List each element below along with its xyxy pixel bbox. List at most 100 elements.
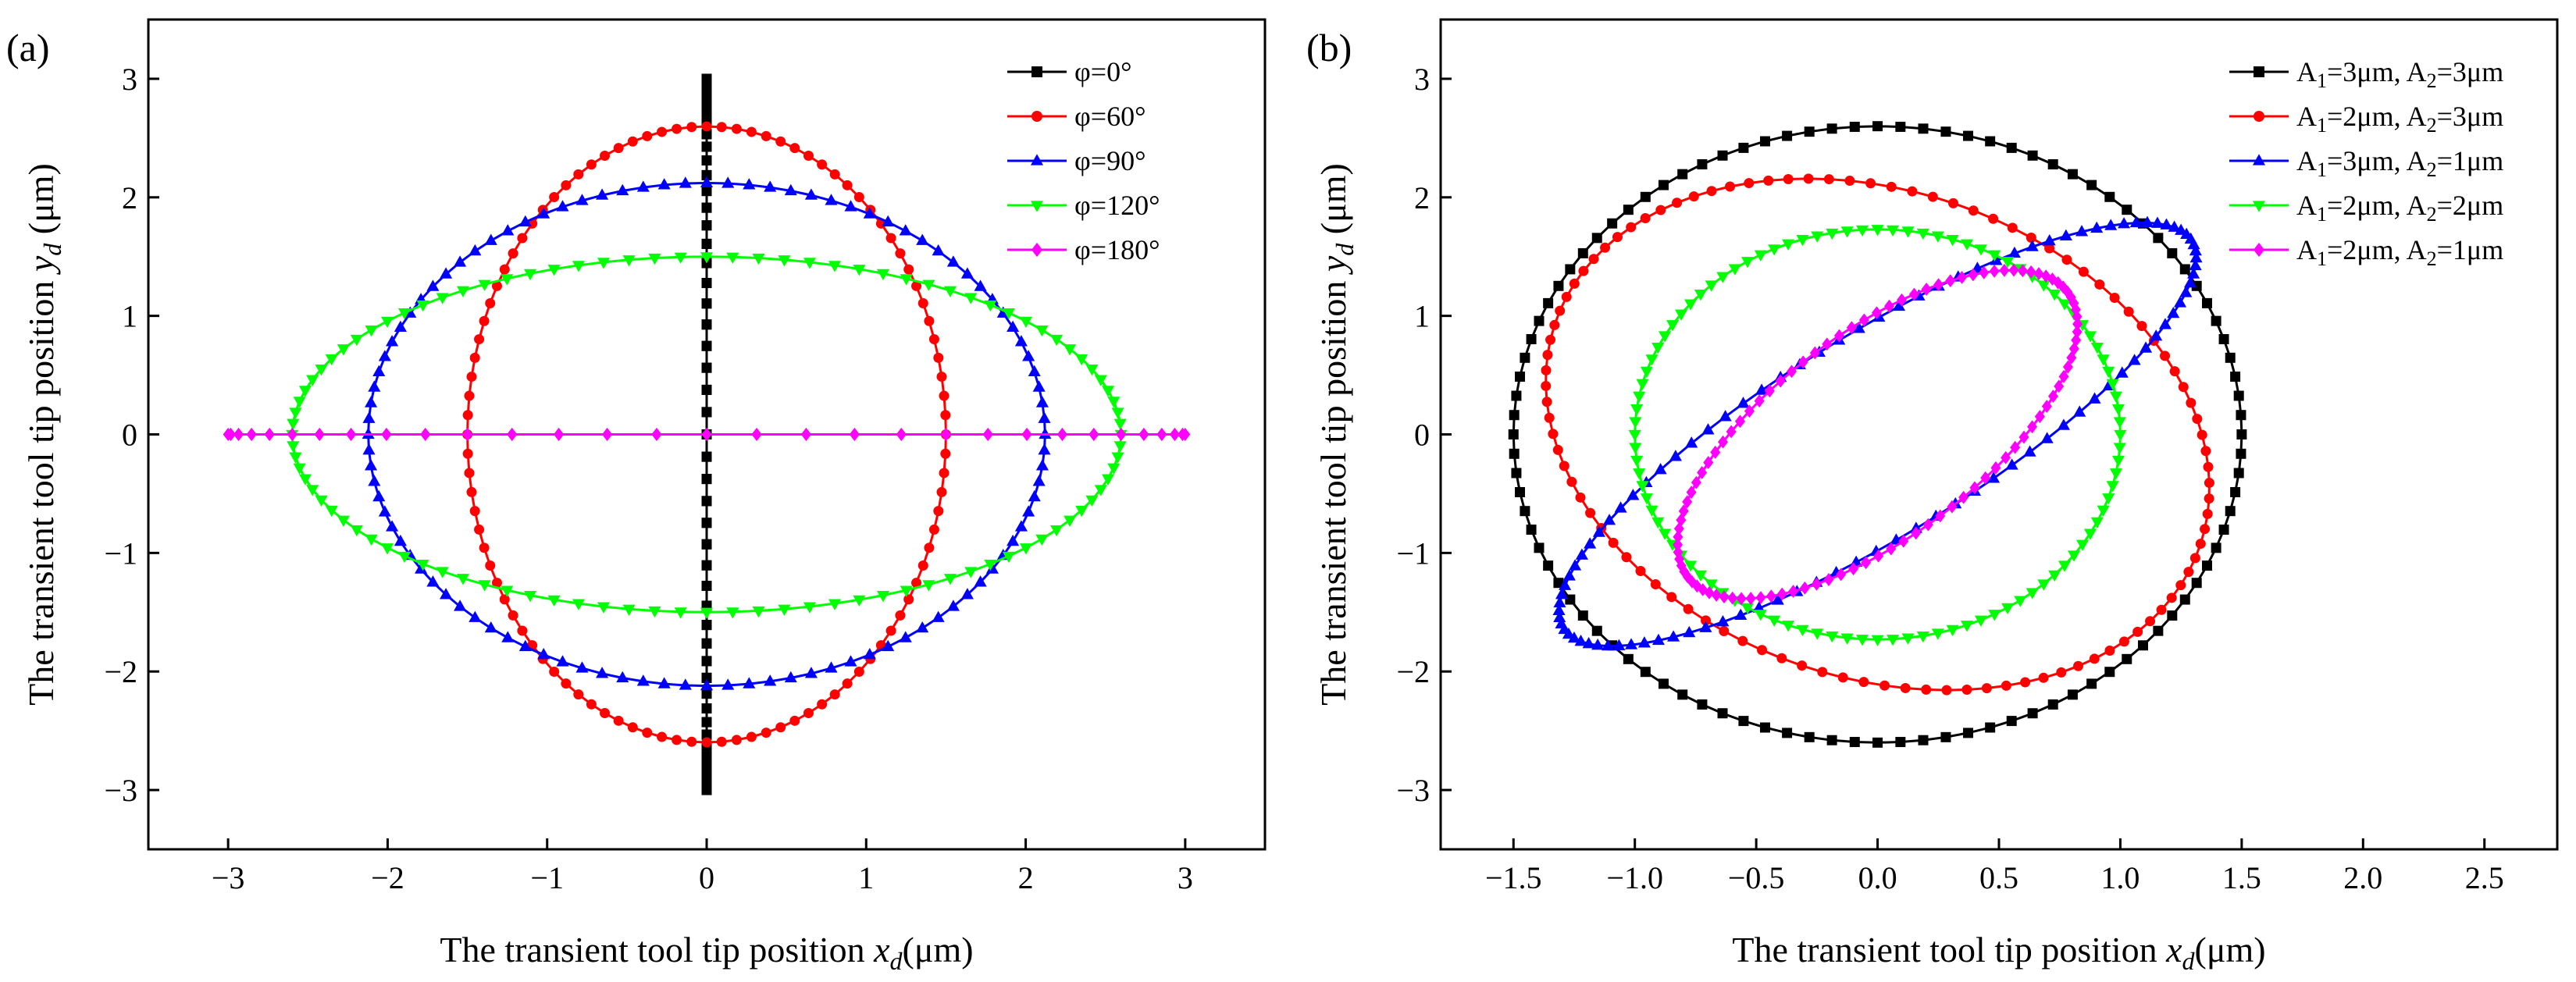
series-0-point bbox=[1963, 728, 1974, 738]
series-0-point bbox=[1640, 667, 1651, 678]
y-tick-label: 1 bbox=[1414, 299, 1430, 334]
series-1-point bbox=[1968, 205, 1979, 216]
series-3-point bbox=[2114, 429, 2127, 442]
series-1-point bbox=[2132, 626, 2143, 637]
series-1-point bbox=[885, 625, 896, 636]
series-3-point bbox=[1050, 334, 1064, 347]
series-2-point bbox=[2189, 251, 2203, 263]
series-3-point bbox=[365, 326, 378, 337]
series-4-point bbox=[2041, 400, 2052, 413]
series-1-point bbox=[746, 126, 757, 137]
series-1-point bbox=[803, 707, 814, 718]
series-3-point bbox=[648, 253, 661, 265]
series-1-point bbox=[1683, 603, 1694, 614]
x-tick-label: −1.0 bbox=[1606, 860, 1663, 895]
series-4-point bbox=[1848, 562, 1859, 576]
series-4-point bbox=[233, 428, 244, 441]
series-0-point bbox=[2218, 333, 2229, 344]
series-4-point bbox=[1990, 461, 2001, 475]
series-0-point bbox=[1565, 264, 1576, 275]
series-3-point bbox=[2048, 570, 2061, 582]
series-2-point bbox=[700, 678, 714, 691]
series-0-point bbox=[701, 74, 712, 85]
series-2-point bbox=[1734, 608, 1748, 621]
series-1-point bbox=[2197, 429, 2207, 440]
series-3-point bbox=[572, 599, 586, 610]
series-4-point bbox=[1836, 567, 1847, 582]
series-0-point bbox=[1553, 280, 1564, 291]
series-2-point bbox=[1737, 397, 1750, 408]
series-4-point bbox=[1691, 579, 1702, 593]
series-4-point bbox=[381, 428, 392, 441]
series-1-point bbox=[1545, 334, 1556, 345]
series-3-point bbox=[1855, 635, 1869, 646]
series-2-point bbox=[365, 396, 378, 407]
series-3-point bbox=[1871, 635, 1884, 646]
series-1-point bbox=[829, 169, 840, 180]
series-0-point bbox=[1985, 722, 1996, 733]
series-2-point bbox=[825, 661, 838, 673]
series-4-point bbox=[1822, 337, 1833, 351]
series-1-point bbox=[928, 524, 939, 535]
series-4-point bbox=[2027, 420, 2038, 434]
series-3-point bbox=[1633, 391, 1646, 404]
series-1-point bbox=[1650, 579, 1661, 590]
series-3-point bbox=[1019, 316, 1032, 329]
series-0-point bbox=[701, 638, 712, 649]
series-1-point bbox=[1719, 626, 1730, 637]
series-4-point bbox=[1682, 495, 1693, 509]
series-2-point bbox=[721, 678, 735, 690]
series-0-point bbox=[1658, 678, 1669, 689]
series-2-point bbox=[2040, 432, 2054, 443]
series-4-point bbox=[1935, 509, 1946, 523]
y-tick-label: 1 bbox=[122, 299, 137, 334]
series-0-point bbox=[2104, 667, 2115, 678]
series-1-point bbox=[586, 699, 597, 710]
x-tick-label: −3 bbox=[212, 860, 245, 895]
series-2-point bbox=[372, 365, 386, 376]
series-2-point bbox=[2150, 216, 2164, 228]
series-1-line bbox=[1545, 177, 2211, 692]
series-3-point bbox=[597, 258, 611, 269]
series-1-point bbox=[1763, 175, 1774, 186]
series-0-point bbox=[1717, 708, 1728, 719]
series-3-point bbox=[1630, 404, 1644, 416]
series-3-point bbox=[1916, 631, 1929, 643]
series-0-point bbox=[2122, 205, 2132, 215]
series-1-point bbox=[462, 448, 473, 459]
series-0-point bbox=[2201, 560, 2212, 571]
series-2-point bbox=[1602, 639, 1615, 651]
series-3-point bbox=[1035, 534, 1049, 546]
series-2-point bbox=[2115, 366, 2129, 378]
series-0-point bbox=[701, 238, 712, 249]
series-0-point bbox=[1526, 333, 1537, 344]
series-1-point bbox=[1548, 429, 1559, 439]
series-2-point bbox=[378, 505, 391, 517]
series-1-point bbox=[746, 731, 757, 742]
series-3-point bbox=[547, 265, 561, 276]
series-3-point bbox=[597, 602, 611, 614]
series-2-point bbox=[1032, 380, 1046, 392]
series-1-point bbox=[485, 298, 496, 309]
series-1-point bbox=[775, 722, 786, 733]
series-4-point bbox=[1908, 287, 1919, 301]
series-1-point bbox=[2204, 493, 2214, 504]
y-tick-label: 2 bbox=[1414, 180, 1430, 215]
y-tick-label: −3 bbox=[104, 773, 137, 808]
series-0-point bbox=[1804, 731, 1815, 742]
series-1-point bbox=[939, 390, 950, 401]
series-4-point bbox=[1676, 513, 1687, 527]
series-3-point bbox=[2111, 404, 2125, 416]
series-2-point bbox=[1028, 365, 1041, 376]
x-axis-label: The transient tool tip position xd(μm) bbox=[1732, 930, 2265, 975]
series-3-point bbox=[1113, 441, 1127, 453]
series-3-point bbox=[1064, 344, 1077, 356]
series-0-point bbox=[701, 729, 712, 740]
series-4-point bbox=[462, 428, 473, 441]
series-2-point bbox=[2026, 240, 2039, 251]
legend-marker bbox=[1031, 66, 1042, 77]
series-3-point bbox=[2097, 505, 2110, 517]
series-2-point bbox=[362, 427, 375, 439]
series-2-point bbox=[946, 255, 960, 267]
series-1-point bbox=[2169, 366, 2180, 377]
